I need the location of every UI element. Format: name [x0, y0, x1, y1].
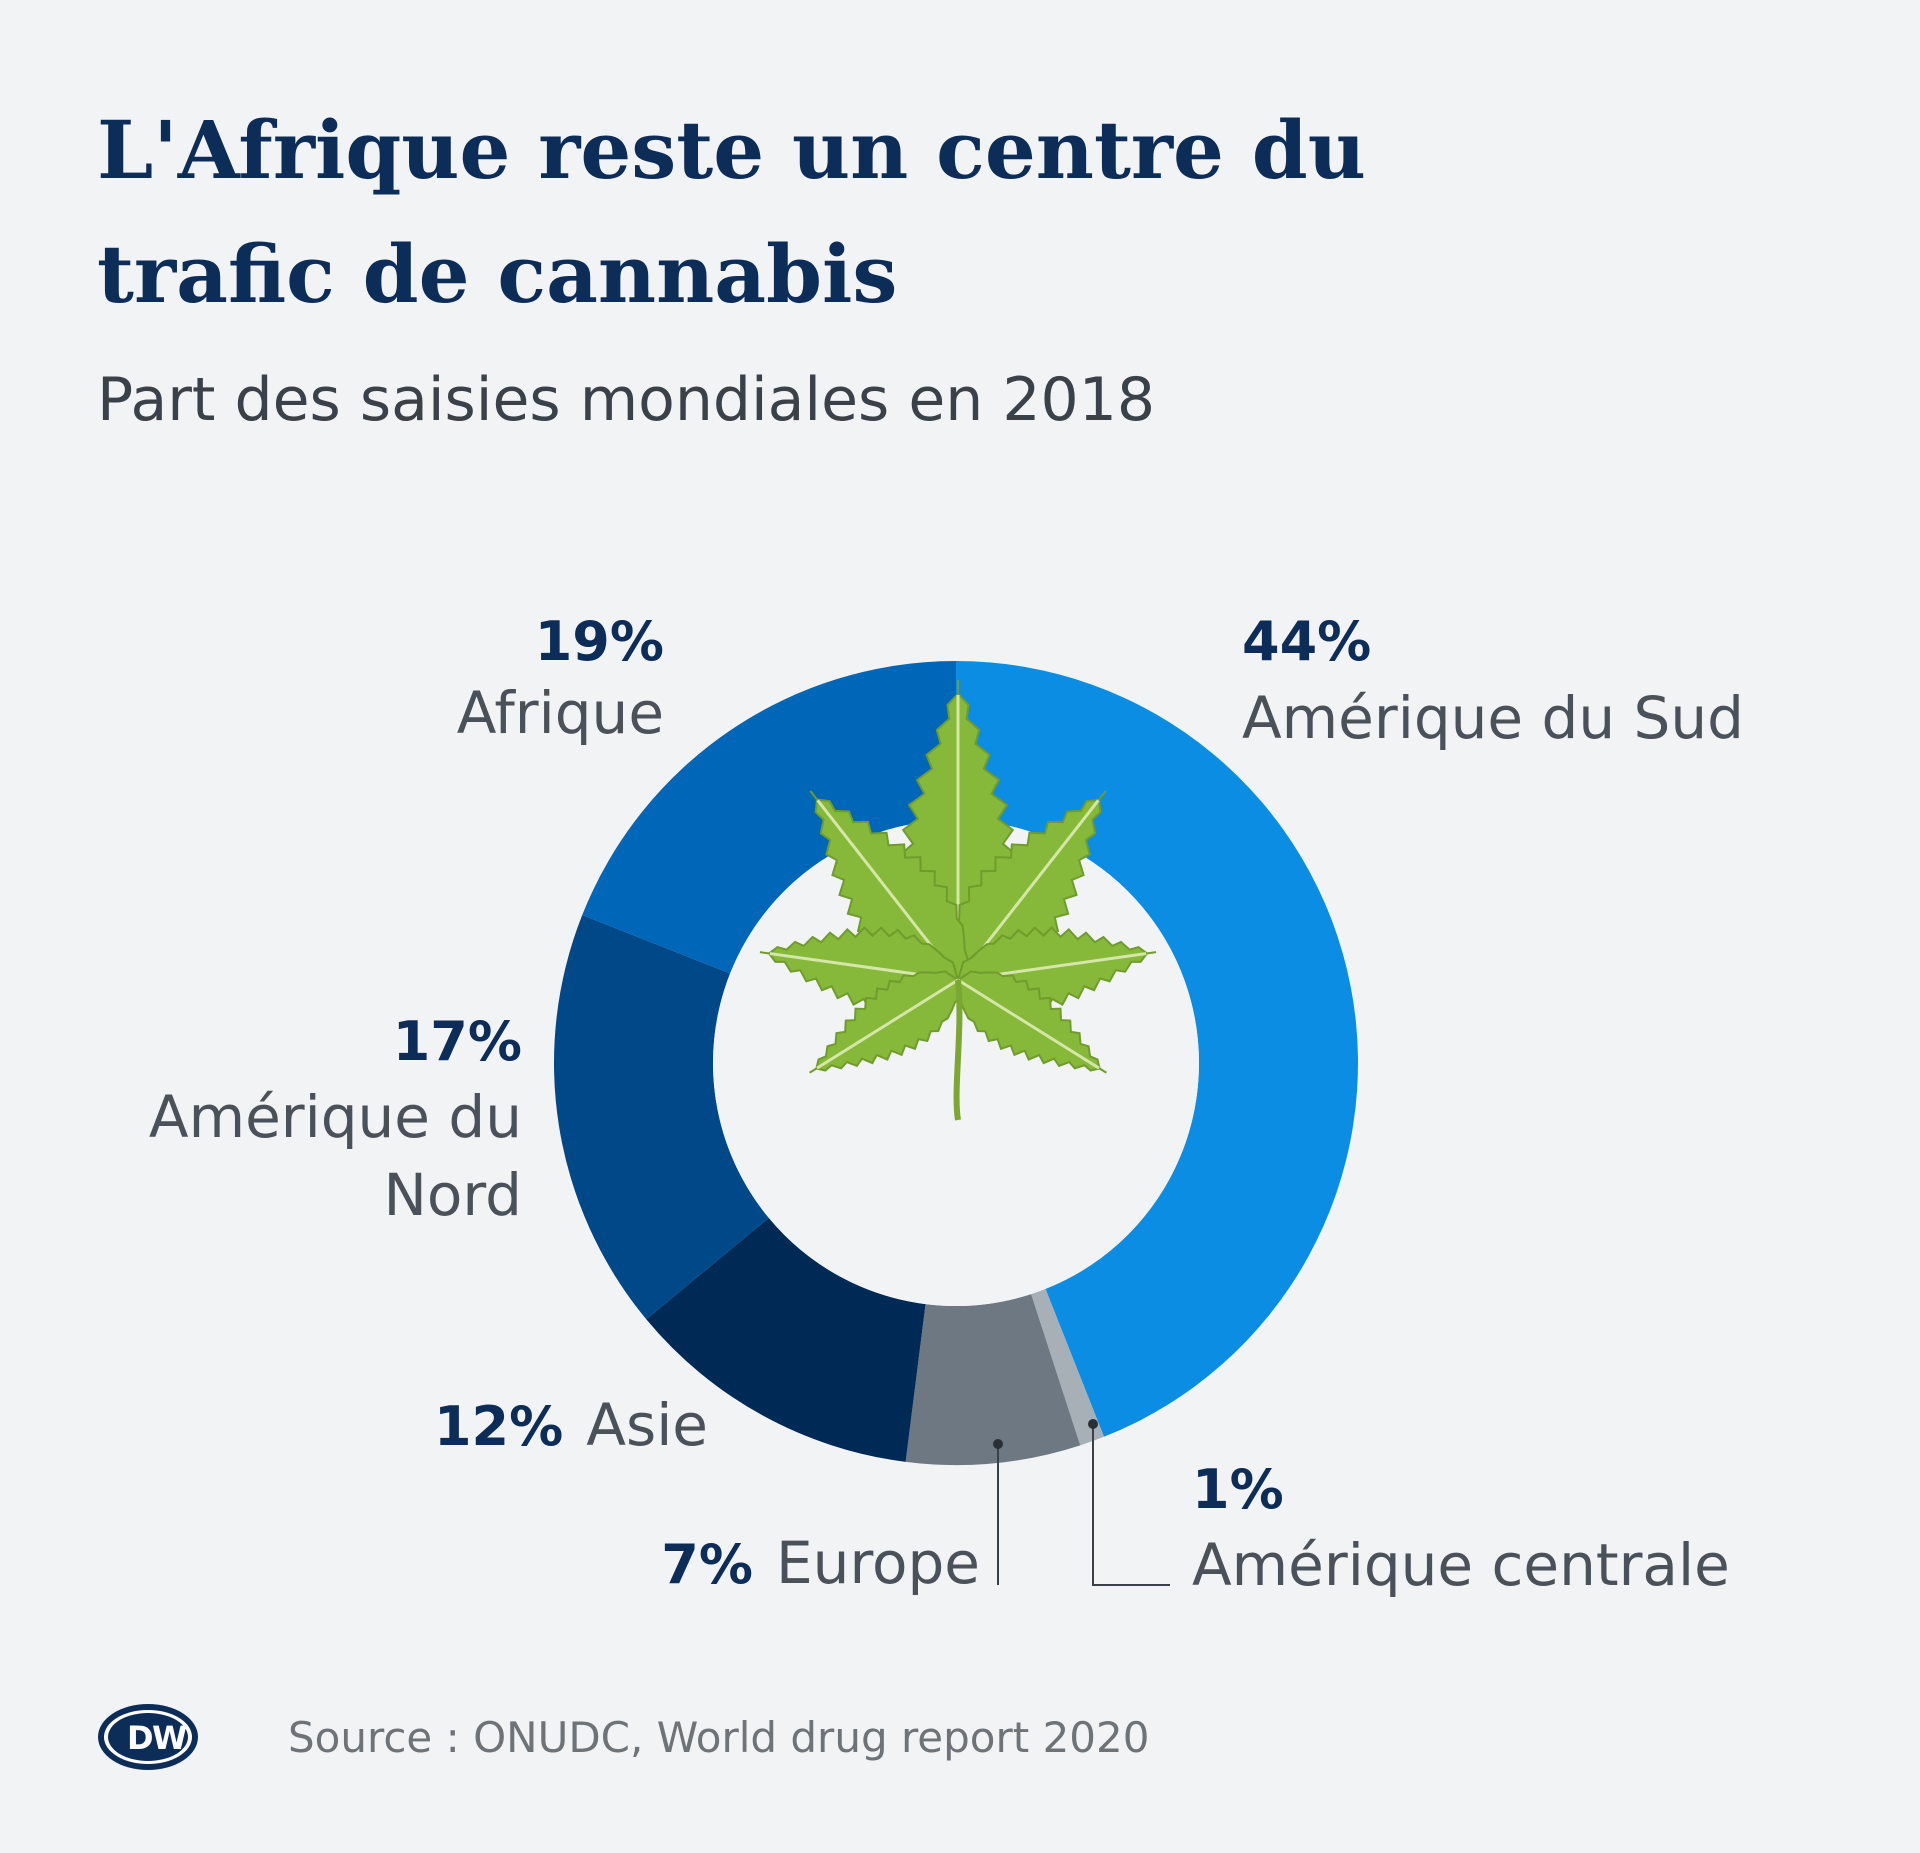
slice-afrique — [582, 661, 956, 974]
label-pct-afrique: 19% — [535, 610, 664, 673]
label-name-amerique-du-sud: Amérique du Sud — [1242, 684, 1744, 752]
svg-text:W: W — [152, 1719, 187, 1757]
chart-title: L'Afrique reste un centre du trafic de c… — [97, 103, 1366, 321]
label-pct-europe: 7% — [661, 1533, 753, 1596]
slice-europe — [905, 1294, 1081, 1465]
leader-dot-amerique-centrale — [1088, 1419, 1098, 1429]
label-name-europe: Europe — [776, 1529, 980, 1597]
slice-am-rique-du-sud — [956, 661, 1358, 1437]
label-pct-amerique-du-nord: 17% — [393, 1010, 522, 1073]
slice-asie — [646, 1217, 926, 1462]
label-europe: 7% Europe — [661, 1529, 980, 1597]
label-name-afrique: Afrique — [457, 679, 664, 747]
label-name-amerique-du-nord-line2: Nord — [383, 1161, 522, 1229]
leader-dot-europe — [993, 1439, 1003, 1449]
label-name-amerique-du-nord-line1: Amérique du — [149, 1083, 522, 1151]
leaflet-vein-6 — [957, 978, 1100, 1070]
leaf-stem — [953, 979, 963, 1121]
chart-subtitle: Part des saisies mondiales en 2018 — [97, 365, 1156, 435]
slice-am-rique-centrale — [1031, 1288, 1104, 1446]
label-asie: 12% Asie — [434, 1391, 708, 1459]
label-pct-amerique-centrale: 1% — [1192, 1458, 1284, 1521]
slice-am-rique-du-nord — [554, 915, 769, 1320]
label-pct-asie: 12% — [434, 1395, 563, 1458]
label-name-asie: Asie — [586, 1391, 708, 1459]
label-pct-amerique-du-sud: 44% — [1242, 610, 1371, 673]
svg-text:D: D — [127, 1719, 154, 1757]
slice-labels: 44% Amérique du Sud 19% Afrique 17% Amér… — [149, 610, 1744, 1599]
leaflet-vein-7 — [816, 978, 959, 1070]
source-note: Source : ONUDC, World drug report 2020 — [288, 1713, 1150, 1762]
label-name-amerique-centrale: Amérique centrale — [1192, 1531, 1730, 1599]
leader-line-amerique-centrale — [1092, 1424, 1170, 1586]
leader-lines — [993, 1419, 1170, 1586]
cannabis-leaf-icon — [758, 679, 1158, 1121]
dw-logo: D W — [98, 1704, 198, 1770]
